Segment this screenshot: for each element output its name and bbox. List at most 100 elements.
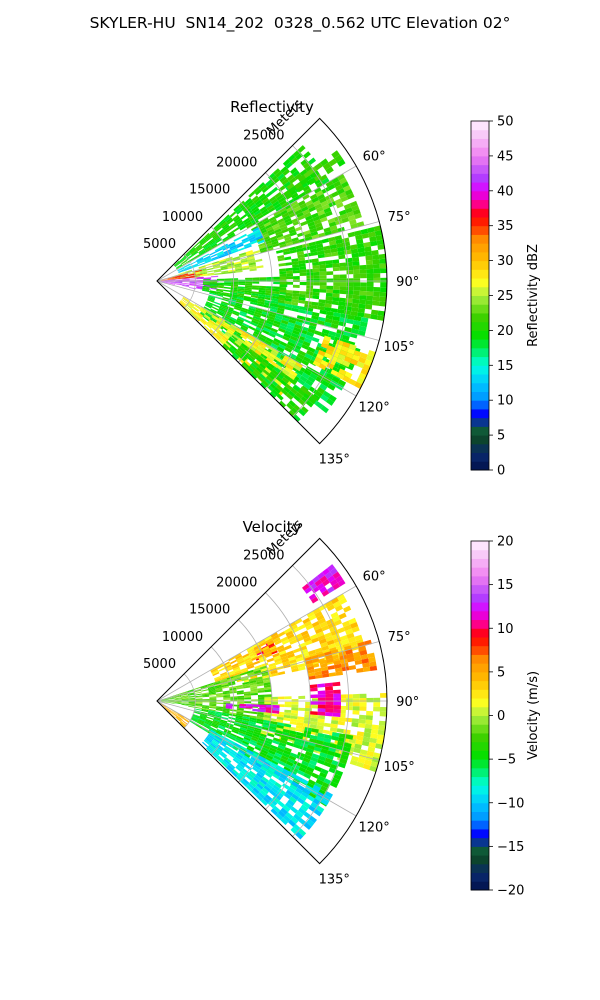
radar-cell: [224, 312, 232, 317]
radar-cell: [242, 322, 250, 328]
radar-cell: [346, 286, 354, 291]
radar-cell: [192, 715, 199, 719]
radar-cell: [175, 279, 183, 281]
radar-cell: [273, 770, 282, 777]
radar-cell: [222, 692, 230, 695]
radar-cell: [316, 246, 324, 252]
radar-cell: [279, 325, 287, 331]
radar-cell: [200, 318, 207, 325]
radar-cell: [200, 240, 207, 246]
radar-cell: [247, 232, 255, 238]
azimuth-tick-label: 90°: [396, 695, 419, 710]
radar-cell: [342, 620, 351, 628]
radar-cell: [301, 372, 310, 380]
radar-cell: [188, 274, 196, 276]
radar-cell: [249, 717, 257, 721]
radar-cell: [199, 250, 206, 255]
radar-cell: [160, 701, 168, 703]
radar-cell: [249, 715, 257, 719]
radar-cell: [195, 243, 201, 250]
radar-cell: [226, 306, 234, 311]
radar-cell: [311, 637, 319, 644]
radar-cell: [356, 377, 365, 385]
radar-cell: [247, 647, 255, 654]
radar-cell: [234, 266, 243, 270]
radar-cell: [213, 301, 221, 306]
radar-cell: [330, 763, 338, 770]
radar-cell: [309, 759, 317, 766]
radar-cell: [352, 261, 360, 266]
radar-cell: [167, 698, 175, 700]
radar-cell: [265, 637, 274, 644]
radar-cell: [258, 336, 266, 342]
radar-cell: [376, 239, 384, 246]
radar-cell: [170, 711, 177, 717]
radar-cell: [379, 296, 387, 302]
radar-cell: [279, 279, 287, 282]
radar-cell: [270, 762, 279, 768]
radar-cell: [339, 289, 347, 295]
radar-cell: [236, 753, 244, 759]
radar-cell: [223, 286, 231, 289]
radar-cell: [317, 715, 325, 720]
radar-cell: [325, 701, 334, 706]
radar-cell: [235, 775, 243, 782]
radar-cell: [220, 302, 228, 307]
radar-cell: [222, 748, 230, 754]
radar-cell: [212, 739, 220, 745]
radar-cell: [298, 306, 307, 311]
radar-cell: [209, 291, 217, 295]
radar-cell: [338, 209, 347, 216]
radar-cell: [305, 294, 313, 299]
radar-cell: [351, 626, 360, 633]
radar-cell: [307, 203, 315, 210]
radar-cell: [209, 290, 217, 293]
radar-cell: [292, 329, 300, 336]
radar-cell: [337, 720, 345, 726]
radar-cell: [216, 706, 224, 709]
radar-cell: [333, 697, 341, 702]
radar-cell: [228, 752, 236, 759]
radar-cell: [236, 294, 244, 298]
radar-cell: [338, 297, 346, 303]
radar-cell: [167, 702, 175, 704]
radar-cell: [280, 319, 289, 325]
radar-cell: [297, 624, 306, 631]
radar-cell: [372, 300, 380, 306]
radar-cell: [270, 670, 278, 675]
radar-cell: [291, 237, 299, 242]
radar-cell: [242, 361, 250, 368]
radar-cell: [364, 250, 373, 257]
radar-cell: [187, 692, 195, 695]
colorbar-tick-label: 0: [497, 709, 505, 724]
radar-cell: [283, 181, 291, 188]
colorbar-swatch: [471, 802, 489, 812]
radar-cell: [188, 273, 196, 276]
colorbar-swatch: [471, 374, 489, 384]
radar-cell: [235, 716, 243, 720]
radar-cell: [379, 707, 387, 712]
radar-cell: [300, 742, 309, 748]
radar-cell: [225, 703, 233, 706]
radar-cell: [308, 614, 317, 621]
radar-cell: [226, 307, 234, 312]
radar-cell: [230, 345, 238, 351]
radar-cell: [160, 699, 168, 701]
colorbar-tick-label: 45: [497, 149, 514, 164]
radar-cell: [223, 698, 231, 700]
radar-cell: [312, 215, 321, 222]
radar-cell: [271, 672, 279, 677]
radar-cell: [295, 657, 304, 662]
radar-cell: [380, 277, 387, 283]
radar-cell: [268, 352, 277, 359]
radar-cell: [219, 220, 226, 227]
radar-cell: [225, 309, 233, 314]
radar-cell: [201, 692, 209, 695]
radar-cell: [221, 301, 229, 305]
radar-cell: [188, 695, 196, 698]
radar-cell: [323, 249, 332, 254]
radar-cell: [280, 209, 288, 216]
radar-cell: [359, 269, 367, 274]
radar-cell: [317, 694, 326, 698]
radar-cell: [318, 316, 326, 322]
